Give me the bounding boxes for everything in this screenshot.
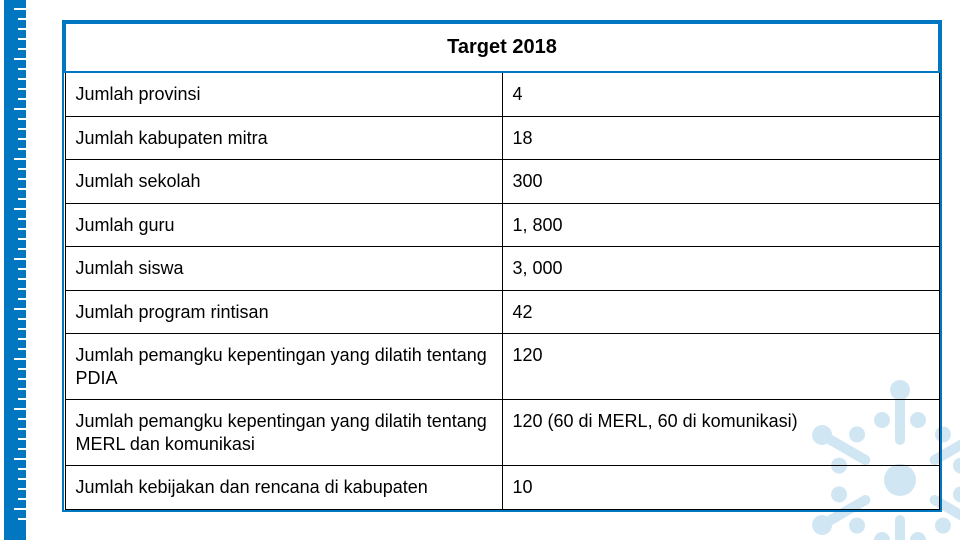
- metric-value: 3, 000: [502, 247, 939, 291]
- ruler-tick: [18, 98, 26, 100]
- metric-label: Jumlah siswa: [65, 247, 502, 291]
- ruler-tick: [14, 258, 26, 260]
- table-row: Jumlah sekolah300: [65, 160, 939, 204]
- ruler-tick: [18, 188, 26, 190]
- ruler-tick: [18, 228, 26, 230]
- ruler-tick: [18, 38, 26, 40]
- ruler-tick: [18, 138, 26, 140]
- metric-label: Jumlah provinsi: [65, 72, 502, 116]
- ruler-tick: [18, 88, 26, 90]
- metric-value: 1, 800: [502, 203, 939, 247]
- metric-value: 120: [502, 334, 939, 400]
- ruler-tick: [18, 128, 26, 130]
- table-row: Jumlah pemangku kepentingan yang dilatih…: [65, 400, 939, 466]
- ruler-tick: [18, 368, 26, 370]
- ruler-tick: [18, 338, 26, 340]
- ruler-tick: [18, 178, 26, 180]
- ruler-tick: [18, 28, 26, 30]
- ruler-tick: [18, 238, 26, 240]
- ruler-tick: [14, 358, 26, 360]
- ruler-tick: [18, 68, 26, 70]
- ruler-tick: [18, 118, 26, 120]
- ruler-tick: [18, 388, 26, 390]
- ruler-tick: [18, 348, 26, 350]
- ruler-tick: [14, 8, 26, 10]
- ruler-tick: [18, 398, 26, 400]
- metric-label: Jumlah kabupaten mitra: [65, 116, 502, 160]
- metric-label: Jumlah pemangku kepentingan yang dilatih…: [65, 334, 502, 400]
- table-row: Jumlah kebijakan dan rencana di kabupate…: [65, 466, 939, 510]
- metric-label: Jumlah pemangku kepentingan yang dilatih…: [65, 400, 502, 466]
- ruler-tick: [14, 108, 26, 110]
- table-container: Target 2018 Jumlah provinsi4Jumlah kabup…: [62, 20, 942, 512]
- ruler-tick: [18, 198, 26, 200]
- ruler-tick: [18, 78, 26, 80]
- table-row: Jumlah pemangku kepentingan yang dilatih…: [65, 334, 939, 400]
- ruler-tick: [14, 458, 26, 460]
- ruler-tick: [18, 18, 26, 20]
- metric-label: Jumlah sekolah: [65, 160, 502, 204]
- metric-value: 18: [502, 116, 939, 160]
- metric-value: 120 (60 di MERL, 60 di komunikasi): [502, 400, 939, 466]
- ruler-tick: [18, 378, 26, 380]
- ruler-tick: [18, 418, 26, 420]
- ruler-tick: [18, 278, 26, 280]
- ruler-tick: [18, 468, 26, 470]
- ruler-tick: [18, 298, 26, 300]
- metric-value: 4: [502, 72, 939, 116]
- ruler-tick: [18, 268, 26, 270]
- table-row: Jumlah guru1, 800: [65, 203, 939, 247]
- ruler-tick: [14, 208, 26, 210]
- ruler-tick: [18, 248, 26, 250]
- ruler-tick: [18, 448, 26, 450]
- ruler-tick: [14, 308, 26, 310]
- ruler-tick: [18, 518, 26, 520]
- table-row: Jumlah kabupaten mitra18: [65, 116, 939, 160]
- metric-value: 300: [502, 160, 939, 204]
- ruler-tick: [14, 58, 26, 60]
- ruler-tick: [18, 288, 26, 290]
- ruler-tick: [18, 478, 26, 480]
- metric-label: Jumlah program rintisan: [65, 290, 502, 334]
- ruler-tick: [18, 148, 26, 150]
- ruler-tick: [18, 328, 26, 330]
- table-row: Jumlah provinsi4: [65, 72, 939, 116]
- metric-value: 42: [502, 290, 939, 334]
- ruler-tick: [18, 318, 26, 320]
- metric-label: Jumlah kebijakan dan rencana di kabupate…: [65, 466, 502, 510]
- metric-value: 10: [502, 466, 939, 510]
- ruler-tick: [14, 508, 26, 510]
- ruler-tick: [18, 488, 26, 490]
- target-2018-table: Target 2018 Jumlah provinsi4Jumlah kabup…: [64, 22, 940, 510]
- ruler-tick: [18, 428, 26, 430]
- ruler-tick: [14, 158, 26, 160]
- left-ruler-decoration: [4, 0, 26, 540]
- metric-label: Jumlah guru: [65, 203, 502, 247]
- ruler-tick: [18, 48, 26, 50]
- ruler-tick: [18, 438, 26, 440]
- ruler-tick: [14, 408, 26, 410]
- ruler-tick: [18, 498, 26, 500]
- table-header: Target 2018: [65, 23, 939, 72]
- table-row: Jumlah siswa3, 000: [65, 247, 939, 291]
- ruler-tick: [18, 218, 26, 220]
- ruler-tick: [18, 168, 26, 170]
- table-row: Jumlah program rintisan42: [65, 290, 939, 334]
